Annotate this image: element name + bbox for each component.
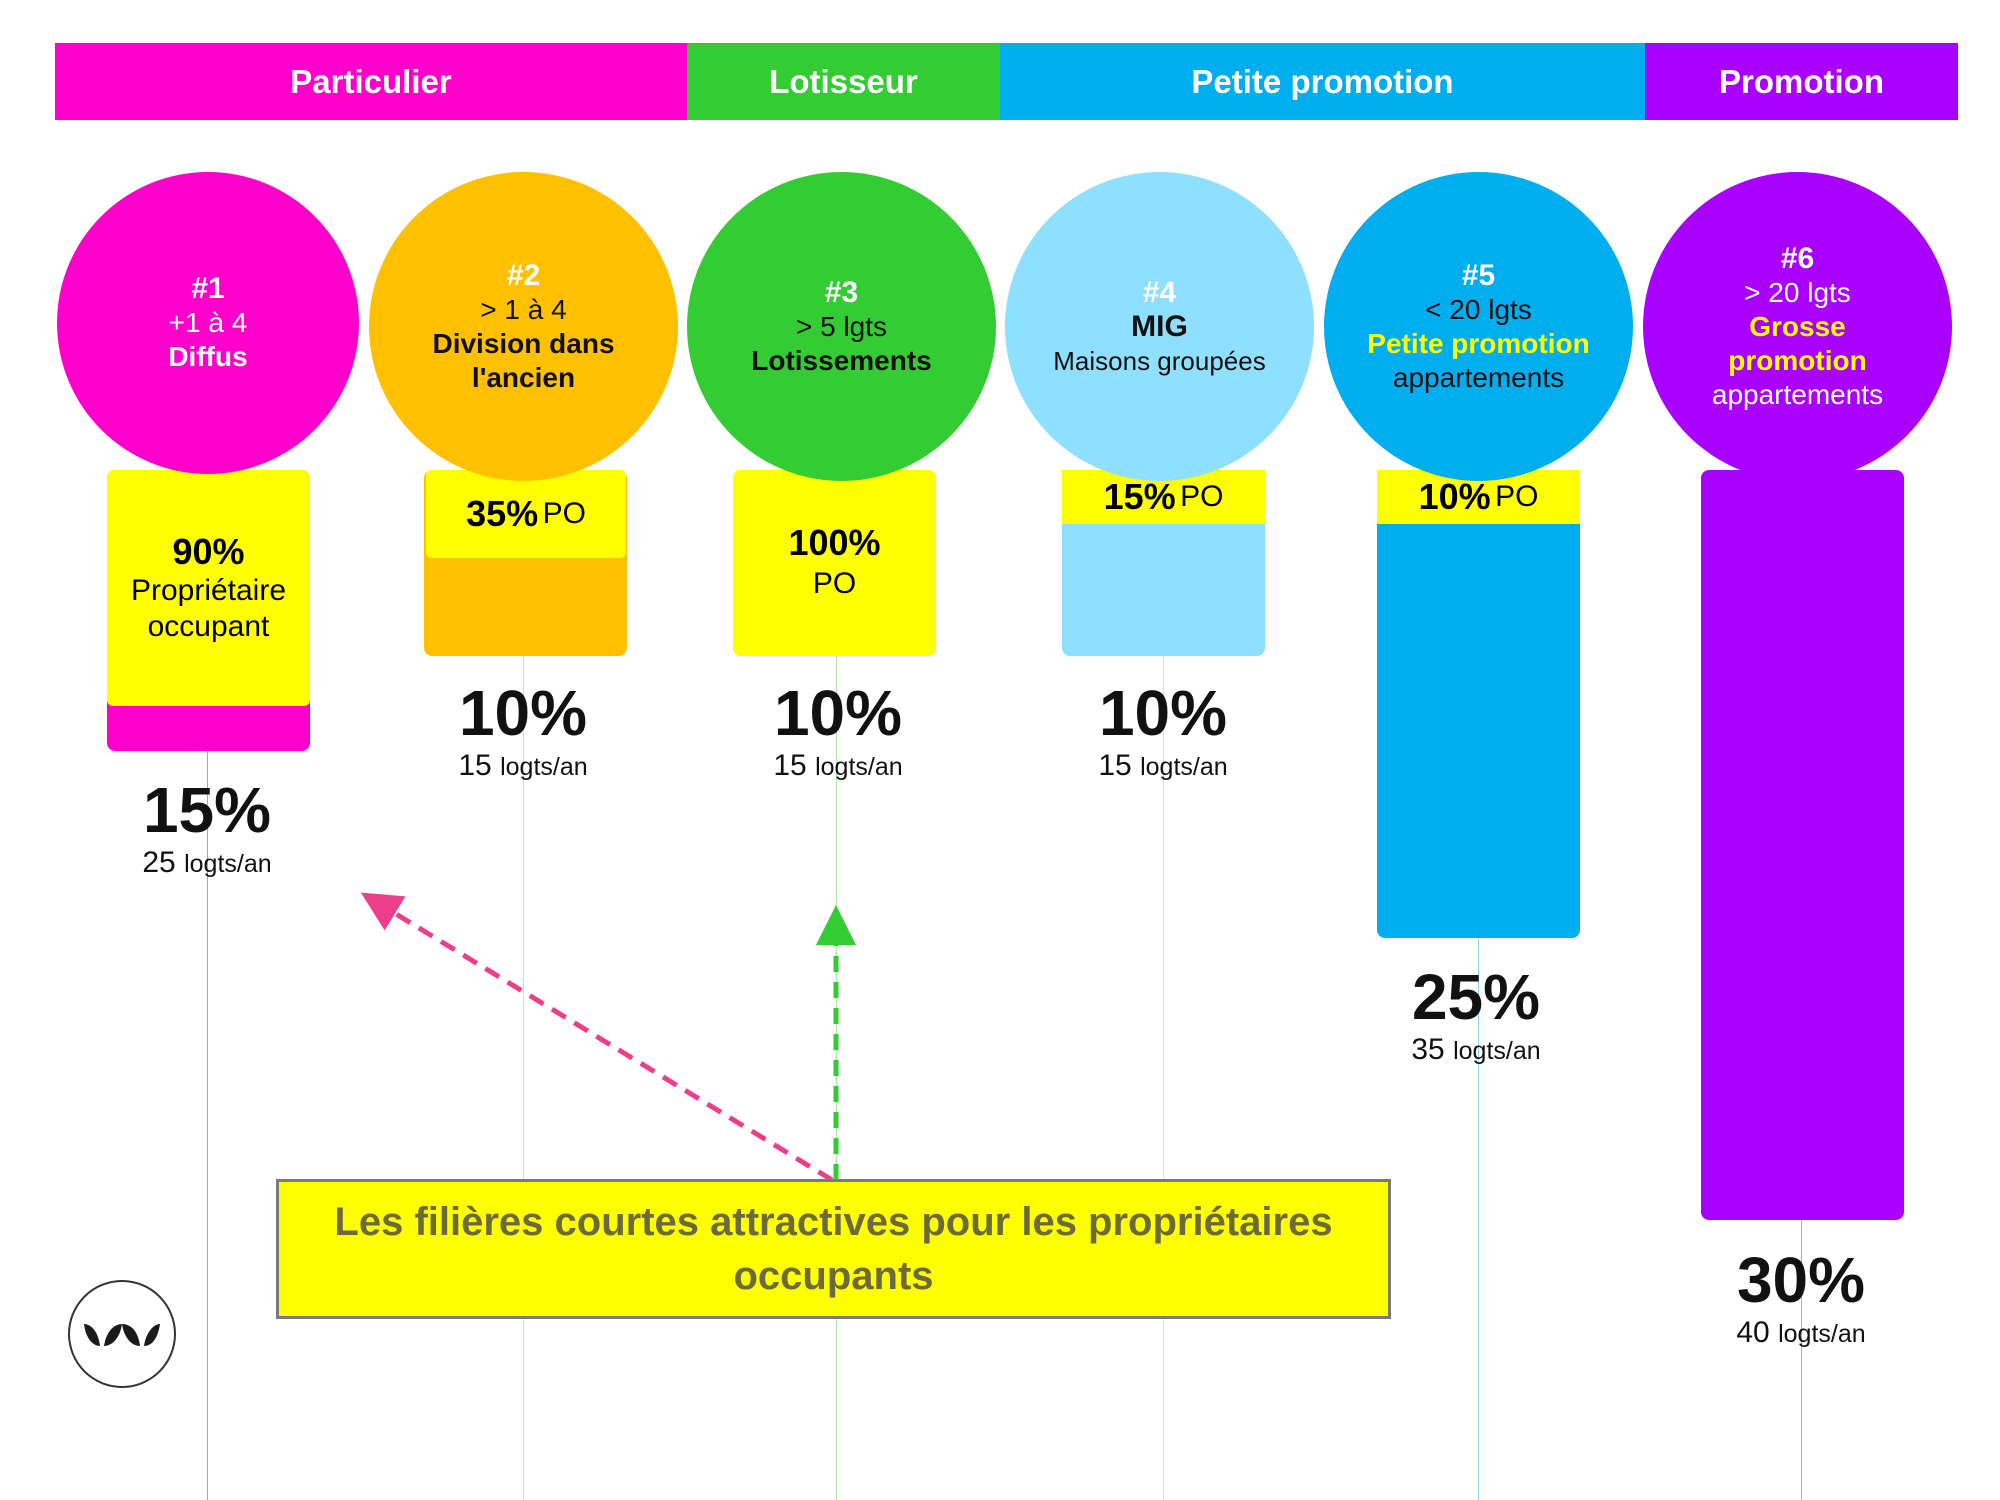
guide-line-1: [207, 470, 208, 1500]
category-circle-5: #5 < 20 lgts Petite promotion appartemen…: [1324, 172, 1633, 481]
category-circle-2: #2 > 1 à 4 Division dans l'ancien: [369, 172, 678, 481]
category-circle-1: #1 +1 à 4 Diffus: [57, 172, 359, 474]
band-promotion: Promotion: [1645, 43, 1958, 120]
po-box-pct: 15%: [1103, 476, 1176, 517]
share-percent: 25%: [1411, 961, 1541, 1033]
units-count: 35: [1411, 1033, 1445, 1066]
band-petite-promotion: Petite promotion: [1000, 43, 1645, 120]
po-box-1: 90% Propriétaire occupant: [107, 470, 310, 706]
category-circle-6: #6 > 20 lgts Grosse promotion appartemen…: [1643, 172, 1952, 481]
share-percent: 30%: [1736, 1244, 1866, 1316]
category-desc: Maisons groupées: [1053, 345, 1266, 376]
band-label: Promotion: [1719, 62, 1884, 100]
share-percent: 10%: [1098, 677, 1228, 749]
po-box-pct: 90%: [172, 531, 245, 572]
band-label: Lotisseur: [769, 62, 918, 100]
share-stat-4: 10% 15 logts/an: [1033, 678, 1293, 785]
category-number: #1: [191, 272, 225, 305]
units-label: logts/an: [1140, 753, 1228, 781]
units-label: logts/an: [1778, 1320, 1866, 1348]
po-box-label: PO: [542, 497, 586, 530]
units-count: 15: [773, 749, 807, 782]
band-lotisseur: Lotisseur: [687, 43, 1000, 120]
po-box-pct: 35%: [466, 493, 539, 534]
category-number: #6: [1780, 241, 1815, 275]
po-box-3: 100% PO: [733, 470, 936, 656]
category-range: > 20 lgts: [1744, 276, 1851, 308]
units-label: logts/an: [1453, 1037, 1541, 1065]
bar-6: [1701, 470, 1904, 1220]
po-box-label: PO: [1180, 480, 1224, 513]
po-box-label: occupant: [147, 610, 270, 643]
units-label: logts/an: [500, 753, 588, 781]
share-percent: 10%: [773, 677, 903, 749]
share-percent: 10%: [458, 677, 588, 749]
pink-dashed-arrow: [360, 892, 834, 1183]
share-percent: 15%: [142, 774, 272, 846]
guide-line-5: [1478, 470, 1479, 1500]
category-name: Grosse: [1749, 310, 1846, 342]
share-stat-6: 30% 40 logts/an: [1671, 1245, 1931, 1352]
category-range: > 1 à 4: [480, 293, 567, 325]
units-count: 15: [458, 749, 492, 782]
units-count: 15: [1098, 749, 1132, 782]
guide-line-2: [523, 470, 524, 1500]
category-number: #3: [824, 275, 859, 309]
callout-box: Les filières courtes attractives pour le…: [276, 1179, 1391, 1319]
guide-line-4: [1163, 470, 1164, 1500]
po-box-pct: 100%: [788, 522, 881, 563]
po-box-label: Propriétaire: [130, 574, 287, 607]
po-box-label: PO: [812, 567, 857, 600]
category-number: #5: [1461, 258, 1496, 292]
po-box-pct: 10%: [1418, 476, 1491, 517]
units-count: 40: [1736, 1316, 1770, 1349]
brand-logo-icon: [68, 1280, 176, 1388]
category-desc: appartements: [1392, 361, 1565, 393]
po-box-2: 35% PO: [426, 470, 626, 558]
category-name: MIG: [1131, 309, 1188, 343]
category-number: #2: [506, 258, 541, 292]
callout-text-line2: occupants: [733, 1254, 934, 1298]
category-name: l'ancien: [471, 361, 576, 393]
category-name: Division dans: [432, 327, 615, 359]
share-stat-3: 10% 15 logts/an: [708, 678, 968, 785]
callout-text-line1: Les filières courtes attractives pour le…: [334, 1200, 1333, 1244]
category-desc: appartements: [1711, 378, 1884, 410]
po-box-label: PO: [1495, 480, 1539, 513]
category-name: promotion: [1728, 344, 1867, 376]
category-number: #4: [1142, 275, 1177, 309]
share-stat-1: 15% 25 logts/an: [77, 775, 337, 882]
bar-5: [1377, 470, 1580, 938]
category-range: > 5 lgts: [795, 310, 888, 342]
category-range: +1 à 4: [168, 307, 248, 338]
band-label: Petite promotion: [1191, 62, 1454, 100]
category-name: Diffus: [168, 341, 248, 372]
share-stat-5: 25% 35 logts/an: [1346, 962, 1606, 1069]
category-circle-4: #4 MIG Maisons groupées: [1005, 172, 1314, 481]
units-label: logts/an: [184, 850, 272, 878]
share-stat-2: 10% 15 logts/an: [393, 678, 653, 785]
category-range: < 20 lgts: [1425, 293, 1532, 325]
units-label: logts/an: [815, 753, 903, 781]
band-label: Particulier: [290, 62, 452, 100]
category-name: Lotissements: [751, 344, 932, 376]
category-circle-3: #3 > 5 lgts Lotissements: [687, 172, 996, 481]
category-name: Petite promotion: [1367, 327, 1590, 359]
units-count: 25: [142, 846, 176, 879]
band-particulier: Particulier: [55, 43, 687, 120]
